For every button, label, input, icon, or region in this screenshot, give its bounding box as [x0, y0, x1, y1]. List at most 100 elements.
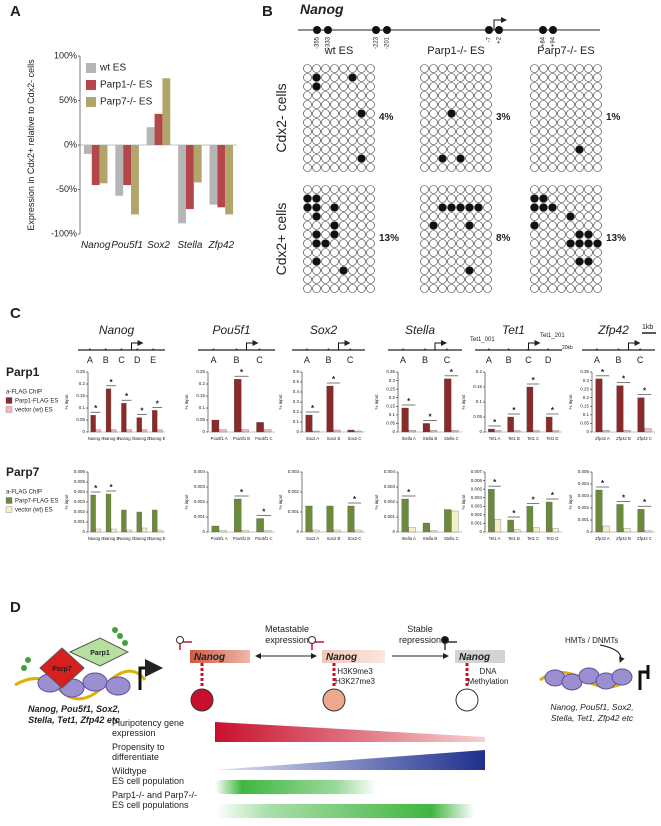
cpg-circle [303, 163, 312, 172]
x-tick-label: Tet1 A [489, 536, 501, 541]
site-marker: * [349, 348, 352, 355]
cpg-circle [584, 194, 593, 203]
cpg-circle [321, 266, 330, 275]
x-tick-label: Nanog D [134, 536, 151, 541]
cpg-circle [420, 212, 429, 221]
significance-star: * [407, 488, 411, 497]
cpg-circle [530, 91, 539, 100]
cpg-circle [474, 127, 483, 136]
cpg-circle [566, 185, 575, 194]
bar [545, 416, 553, 433]
cpg-circle [339, 91, 348, 100]
histone-mark: H3K9me3 [337, 667, 373, 676]
bar [533, 430, 540, 433]
cpg-circle [447, 64, 456, 73]
cpg-circle [438, 91, 447, 100]
bar [263, 530, 272, 533]
gene-state-label: Nanog [459, 652, 490, 663]
enzyme-label: HMTs / DNMTs [565, 636, 618, 645]
cpg-circle [339, 73, 348, 82]
y-axis-label: % input [64, 394, 69, 410]
bar [451, 430, 459, 433]
y-tick-label: 100% [54, 50, 77, 60]
cpg-circle [575, 266, 584, 275]
cpg-site [324, 26, 332, 34]
bar [444, 509, 452, 533]
cpg-circle [575, 91, 584, 100]
legend-label: wt ES [99, 63, 126, 74]
cpg-circle [366, 91, 375, 100]
cpg-circle [321, 64, 330, 73]
cpg-circle [420, 109, 429, 118]
methylation-percent: 13% [379, 233, 399, 244]
promoter-head [441, 636, 449, 644]
cpg-circle [474, 185, 483, 194]
cpg-circle [339, 212, 348, 221]
cpg-circle [584, 230, 593, 239]
cpg-circle [366, 203, 375, 212]
cpg-circle [348, 212, 357, 221]
methylation-state [455, 688, 479, 712]
legend-swatch [5, 506, 13, 513]
cpg-circle [420, 248, 429, 257]
cpg-circle [474, 230, 483, 239]
cpg-circle [483, 136, 492, 145]
x-tick-label: Stella B [423, 536, 438, 541]
bar [105, 388, 112, 433]
cpg-circle [456, 82, 465, 91]
cpg-circle [357, 127, 366, 136]
y-tick-label: 0.002 [471, 512, 483, 517]
cpg-circle [557, 257, 566, 266]
x-tick-label: Stella C [444, 436, 459, 441]
y-tick-label: 0 [586, 429, 589, 434]
cpg-circle [557, 194, 566, 203]
significance-star: * [643, 498, 647, 507]
significance-star: * [156, 399, 160, 408]
cpg-circle [539, 136, 548, 145]
cpg-circle [593, 145, 602, 154]
bar [178, 145, 186, 224]
cpg-circle [474, 73, 483, 82]
x-tick-label: Zfp42 A [595, 436, 610, 441]
x-tick-label: Sox2 A [306, 436, 319, 441]
site-marker: * [595, 348, 598, 355]
bar [333, 429, 341, 433]
site-letter: A [400, 355, 406, 365]
cpg-circle [429, 91, 438, 100]
bar-label: Parp1-/- and Parp7-/- [112, 790, 197, 800]
bar [91, 145, 100, 186]
cpg-circle [312, 275, 321, 284]
bar [552, 528, 559, 533]
cpg-circle [474, 82, 483, 91]
cpg-circle [348, 203, 357, 212]
cpg-circle [465, 239, 474, 248]
protein-label: Parp1 [90, 650, 110, 657]
bar [90, 494, 96, 533]
cpg-circle [465, 100, 474, 109]
cpg-circle [566, 257, 575, 266]
bar [513, 430, 521, 433]
cpg-circle [429, 64, 438, 73]
cpg-circle [575, 248, 584, 257]
cpg-site [383, 26, 391, 34]
cpg-circle [539, 230, 548, 239]
cpg-circle [483, 266, 492, 275]
y-tick-label: 0.1 [389, 412, 396, 417]
cpg-circle [465, 248, 474, 257]
cpg-circle [548, 230, 557, 239]
bar [602, 525, 610, 533]
site-marker: * [235, 348, 238, 355]
cpg-circle [420, 203, 429, 212]
cpg-circle [303, 91, 312, 100]
cpg-circle [339, 145, 348, 154]
cpg-circle [366, 118, 375, 127]
cpg-circle [539, 257, 548, 266]
cpg-circle [330, 275, 339, 284]
cpg-circle [339, 194, 348, 203]
cpg-circle [429, 212, 438, 221]
x-tick-label: Tet1 D [546, 436, 558, 441]
cpg-circle [483, 109, 492, 118]
cpg-circle [447, 275, 456, 284]
cpg-circle [321, 154, 330, 163]
x-tick-label: Zfp42 B [616, 536, 631, 541]
